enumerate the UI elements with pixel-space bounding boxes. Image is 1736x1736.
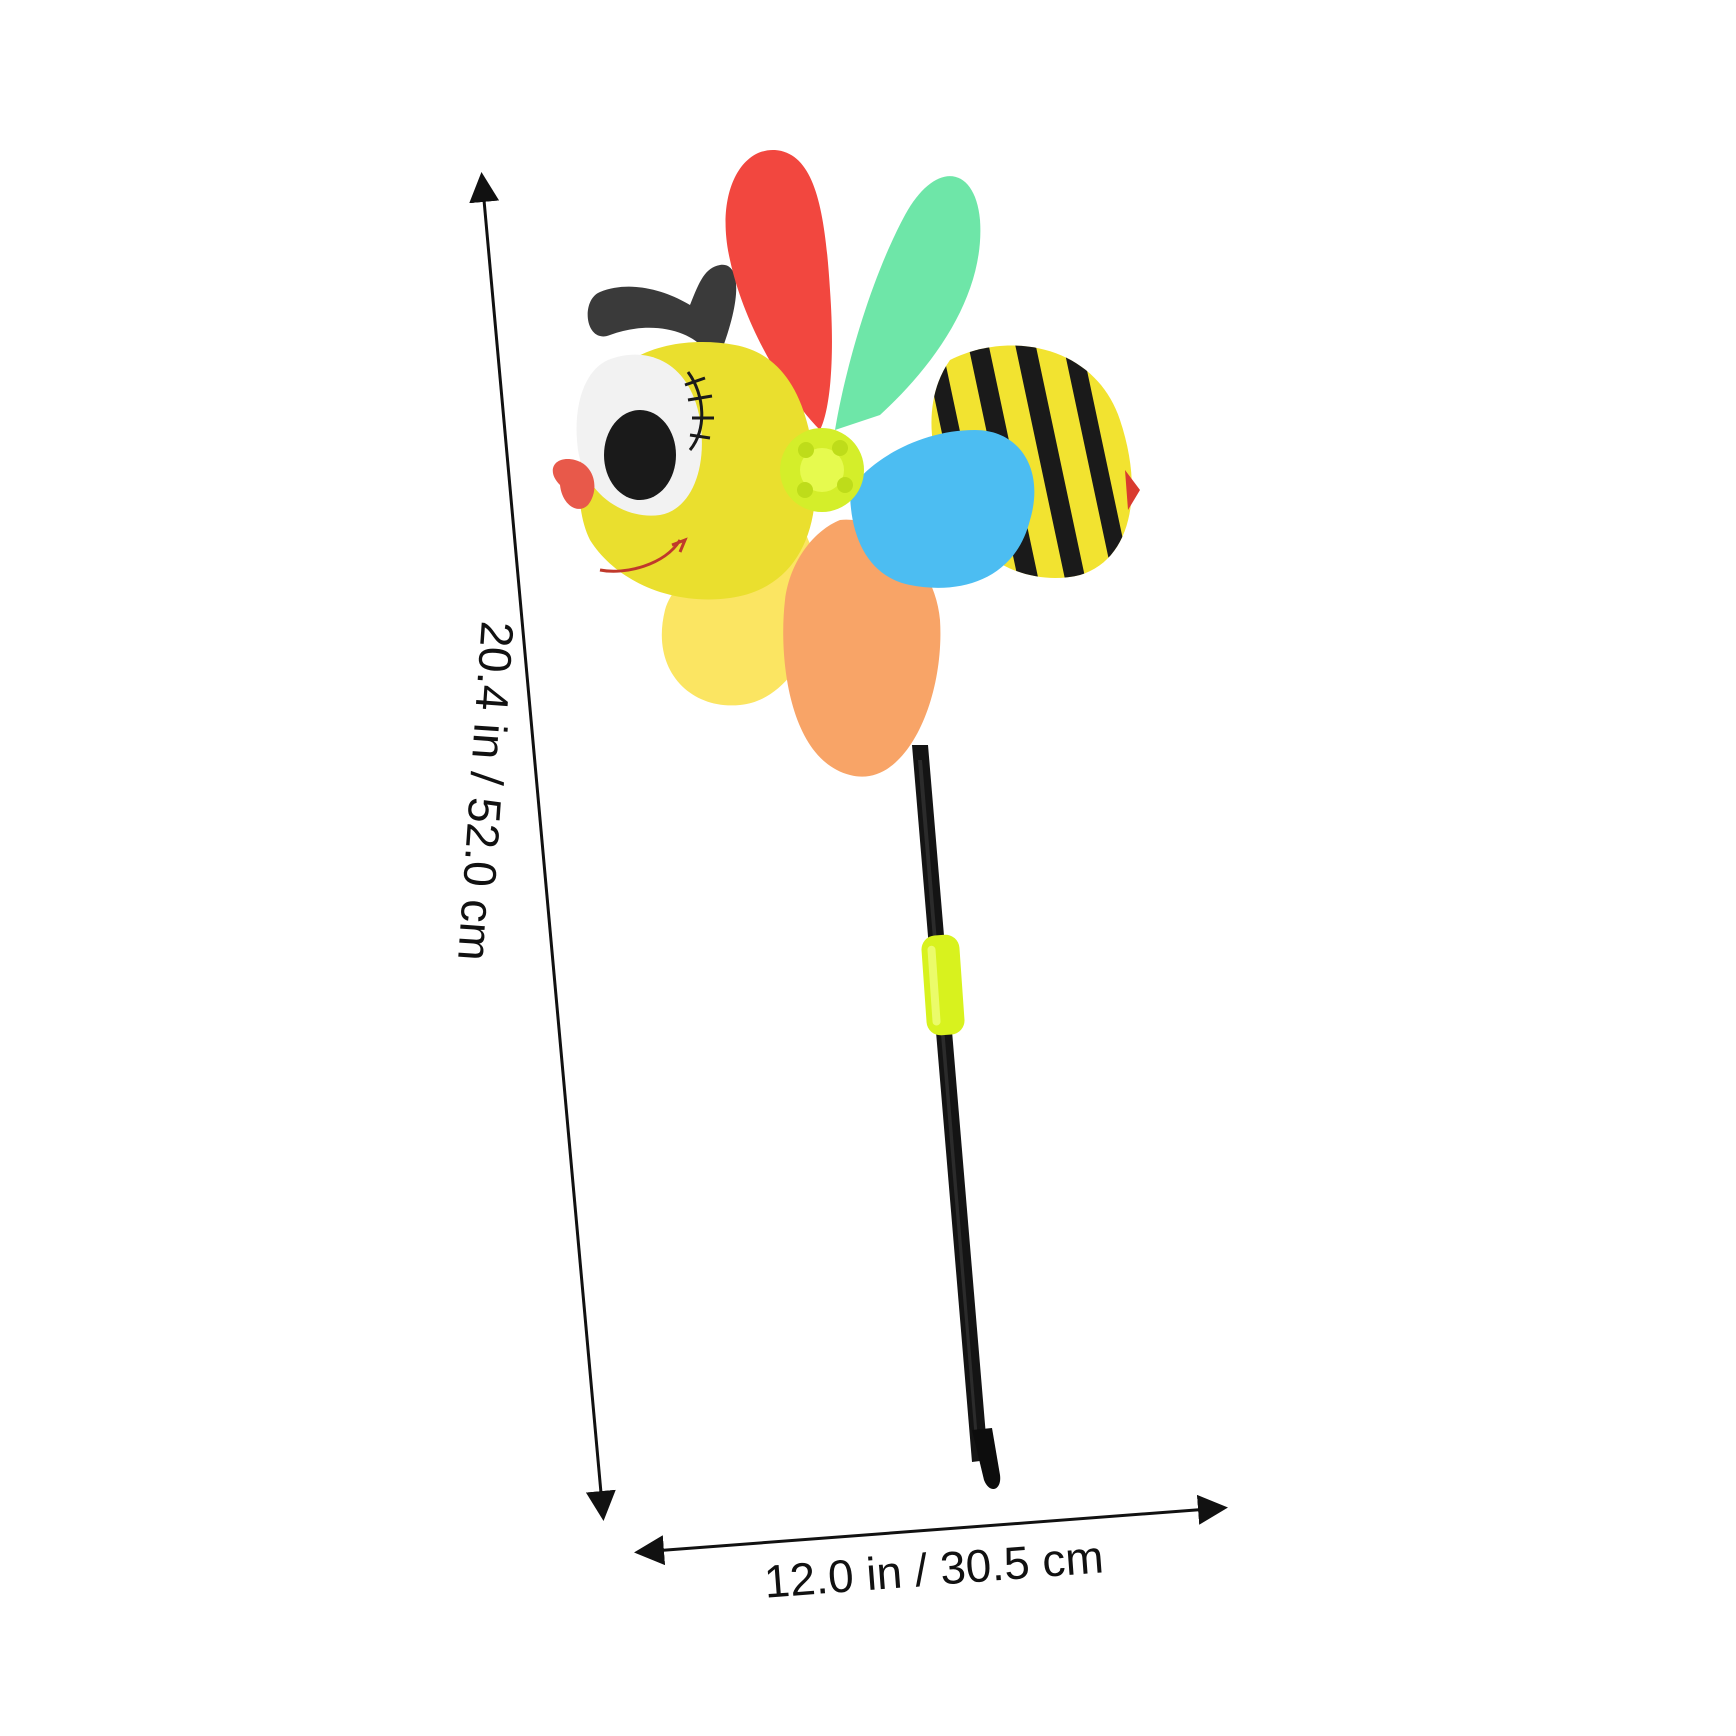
antenna xyxy=(587,264,737,355)
bee-pinwheel-icon xyxy=(552,149,1140,1490)
bee-head xyxy=(552,342,816,600)
bee-smile xyxy=(599,539,682,573)
pinwheel-hub xyxy=(780,428,864,512)
stick-tip xyxy=(972,1428,1001,1490)
height-label: 20.4 in / 52.0 cm xyxy=(448,620,524,963)
eye-pupil xyxy=(604,410,676,500)
petal-green xyxy=(835,176,981,430)
height-dimension: 20.4 in / 52.0 cm xyxy=(448,172,616,1521)
width-arrow xyxy=(634,1494,1228,1566)
stick-sleeve xyxy=(921,934,965,1036)
height-arrow xyxy=(469,172,616,1521)
bee-nose xyxy=(552,459,595,509)
petal-red xyxy=(725,149,832,430)
petal-orange xyxy=(783,519,941,777)
width-label: 12.0 in / 30.5 cm xyxy=(762,1530,1105,1607)
stick xyxy=(912,745,1001,1490)
width-dimension: 12.0 in / 30.5 cm xyxy=(634,1494,1228,1608)
petal-blue xyxy=(850,430,1035,588)
